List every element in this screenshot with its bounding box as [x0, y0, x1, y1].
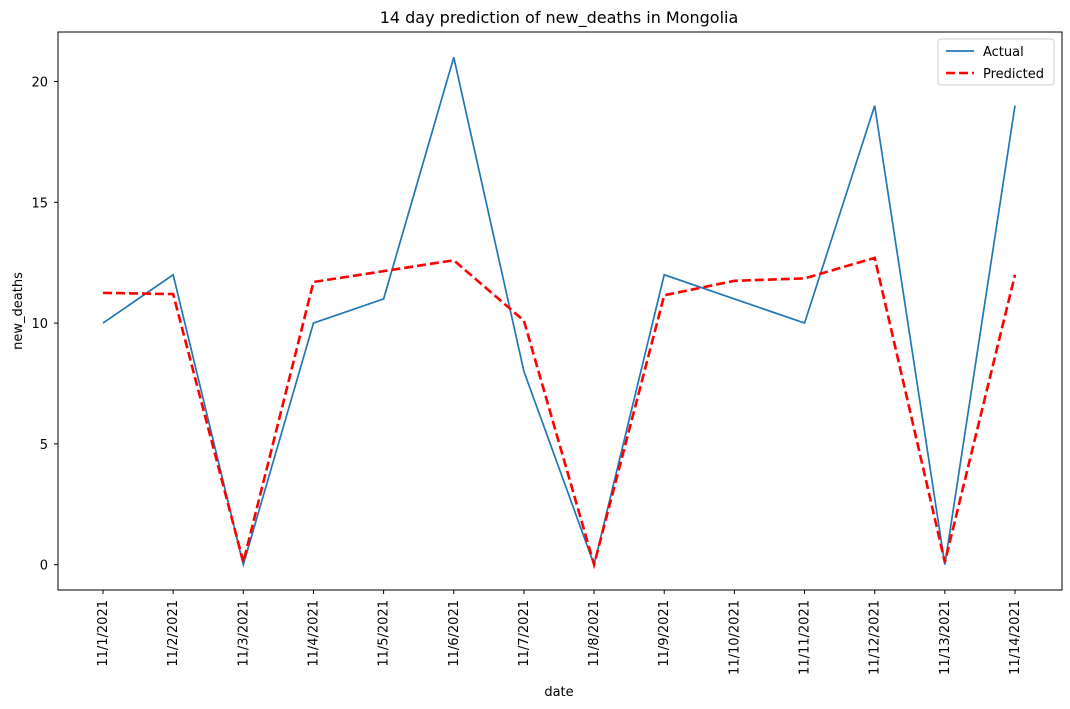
- y-axis: 0 5 10 15 20: [31, 76, 58, 574]
- x-tick-label: 11/14/2021: [1008, 600, 1023, 675]
- x-tick-label: 11/3/2021: [236, 600, 251, 667]
- legend: Actual Predicted: [937, 38, 1055, 86]
- x-tick-label: 11/10/2021: [727, 600, 742, 675]
- y-tick-label: 5: [40, 438, 48, 453]
- x-tick-label: 11/13/2021: [938, 600, 953, 675]
- chart-title: 14 day prediction of new_deaths in Mongo…: [380, 8, 739, 28]
- y-tick-label: 0: [40, 559, 48, 574]
- legend-label-actual: Actual: [983, 45, 1024, 60]
- x-tick-label: 11/4/2021: [306, 600, 321, 667]
- x-tick-label: 11/1/2021: [96, 600, 111, 667]
- series-line-predicted: [102, 256, 1017, 570]
- y-tick-label: 10: [31, 317, 48, 332]
- x-tick-label: 11/9/2021: [657, 600, 672, 667]
- y-axis-label: new_deaths: [11, 272, 26, 350]
- x-tick-label: 11/8/2021: [587, 600, 602, 667]
- plot-area: [57, 31, 1063, 591]
- x-tick-label: 11/12/2021: [868, 600, 883, 675]
- x-axis: 11/1/2021 11/2/2021 11/3/2021 11/4/2021 11/5…: [96, 590, 1023, 675]
- x-tick-label: 11/6/2021: [447, 600, 462, 667]
- x-tick-label: 11/2/2021: [166, 600, 181, 667]
- x-tick-label: 11/11/2021: [798, 600, 813, 675]
- series-line-actual: [102, 57, 1016, 568]
- x-tick-label: 11/7/2021: [517, 600, 532, 667]
- series-layer: [102, 57, 1017, 570]
- x-axis-label: date: [544, 685, 573, 700]
- y-tick-label: 15: [31, 196, 48, 211]
- y-tick-label: 20: [31, 76, 48, 91]
- legend-label-predicted: Predicted: [983, 67, 1044, 82]
- x-tick-label: 11/5/2021: [377, 600, 392, 667]
